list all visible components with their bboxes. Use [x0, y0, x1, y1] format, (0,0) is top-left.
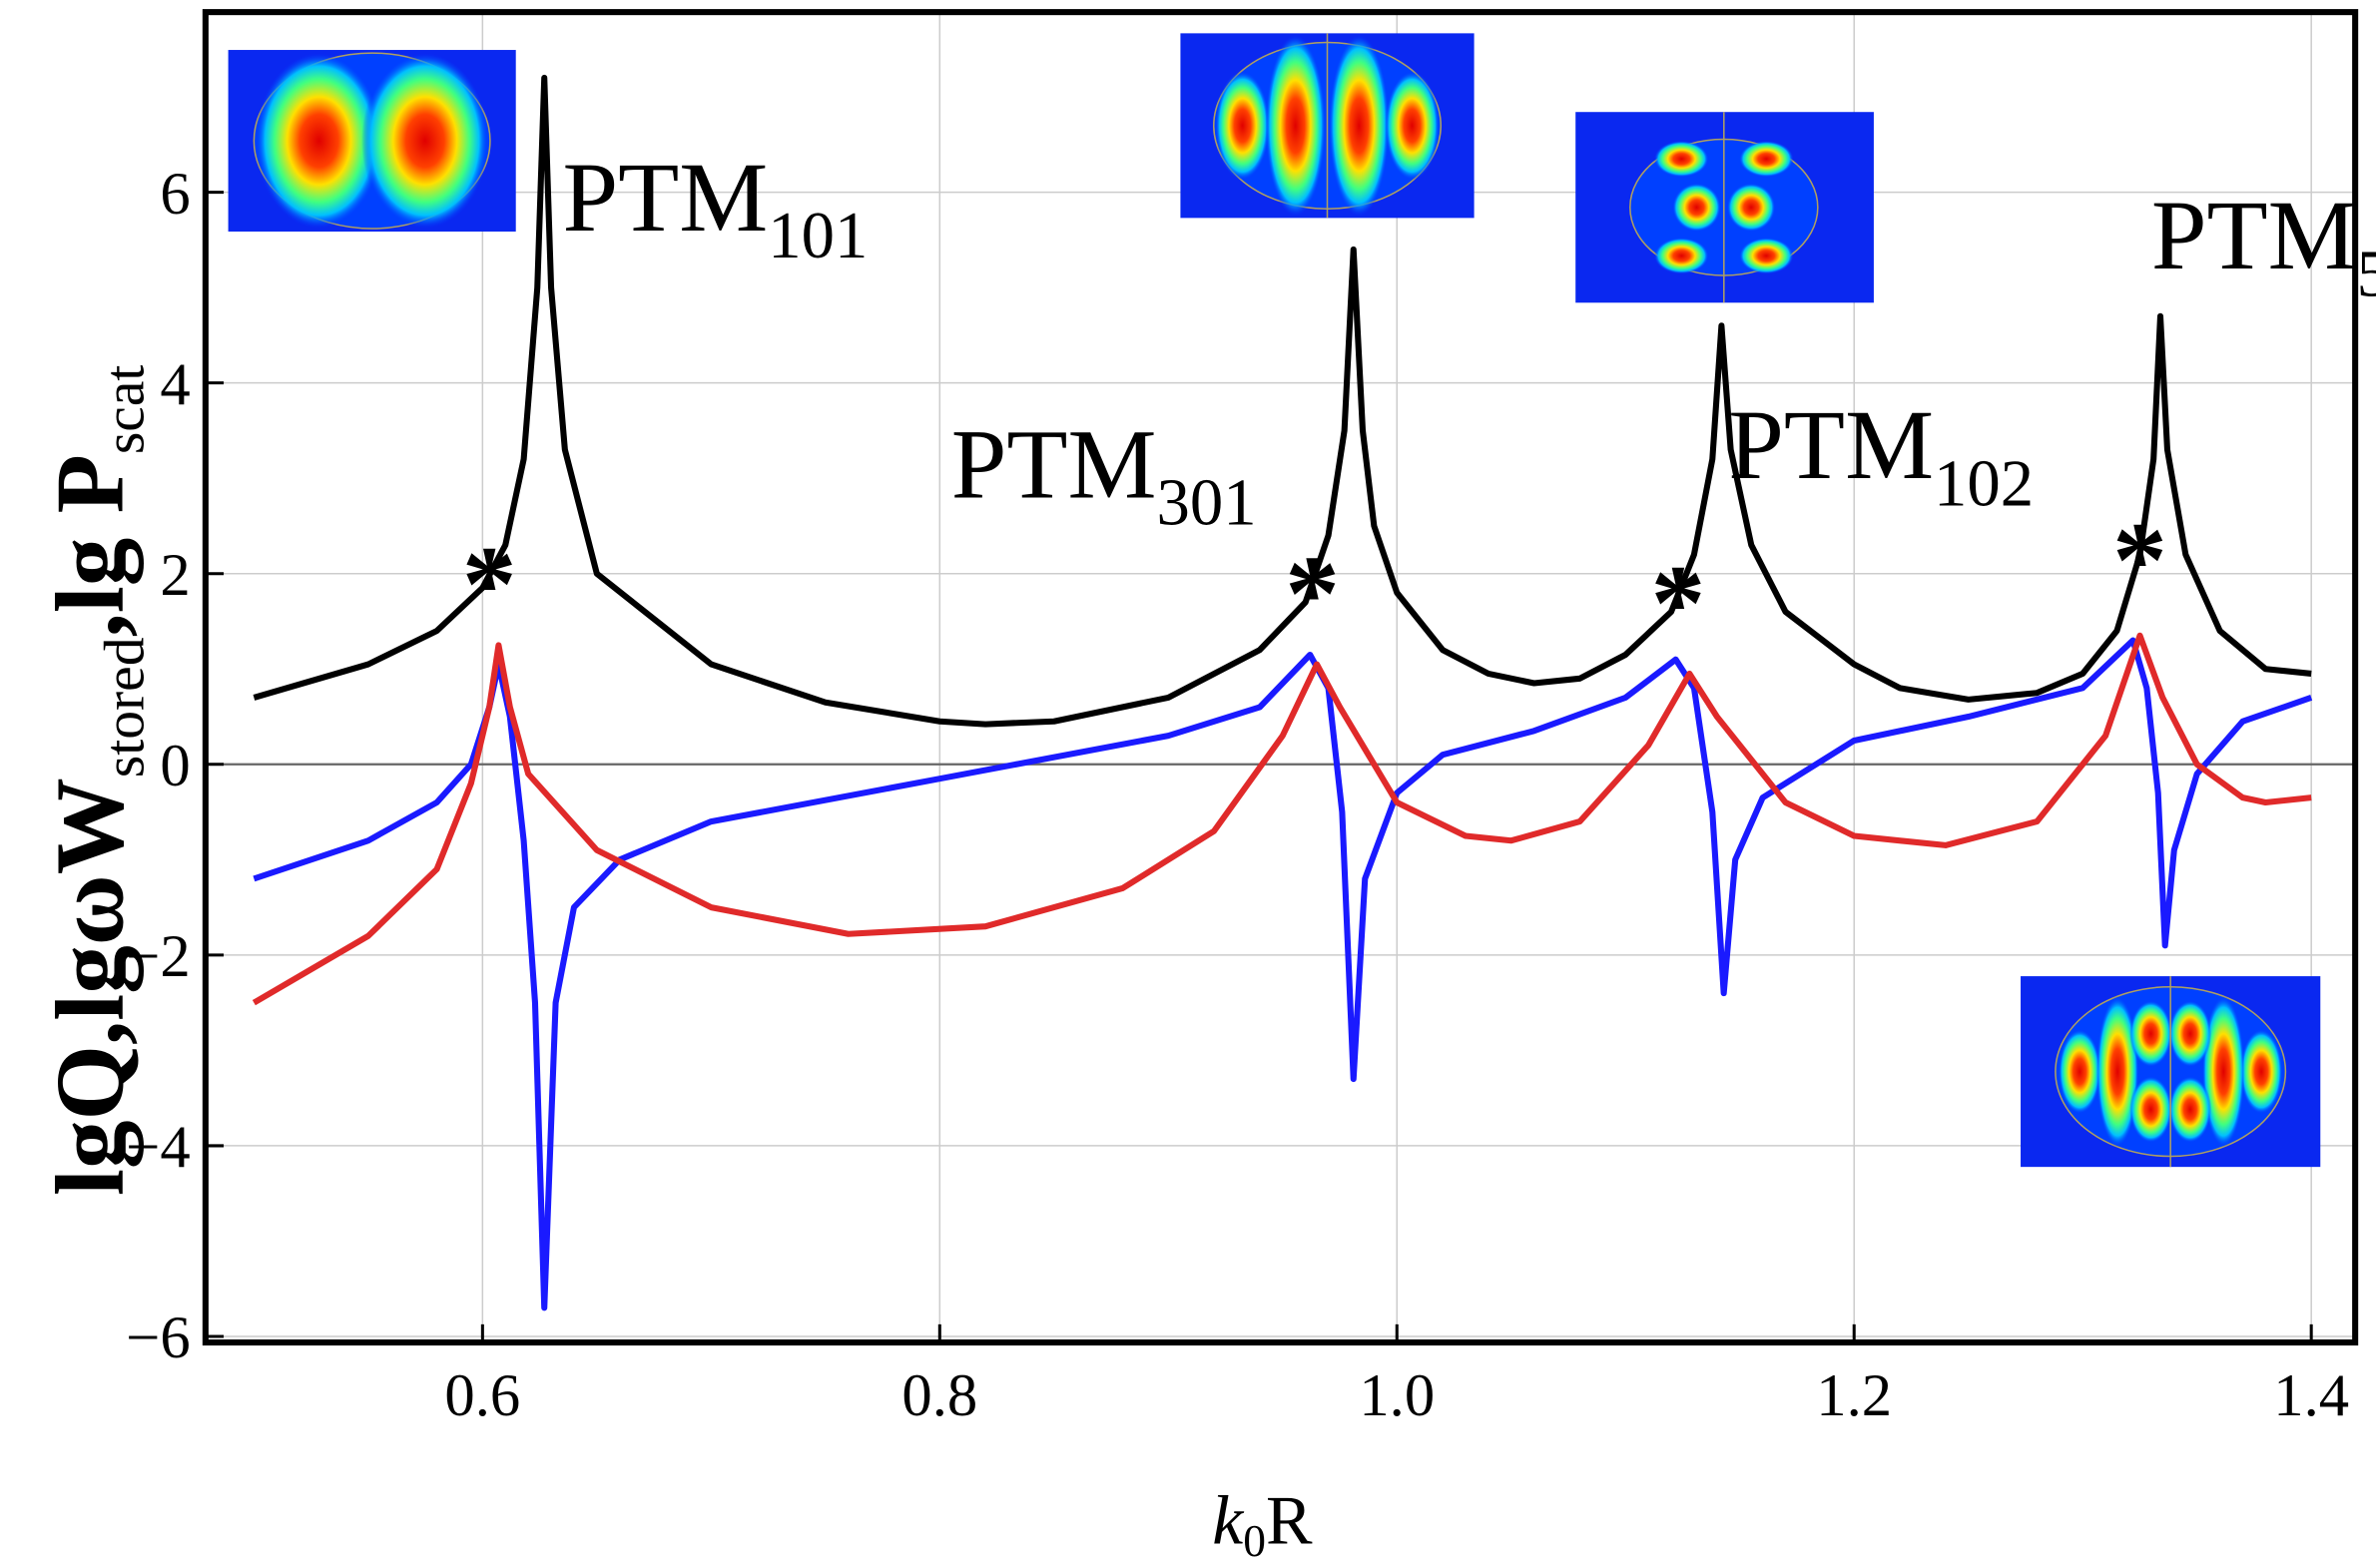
series-group: [252, 74, 2313, 1311]
ticks: 0.6 0.8 1.0 1.2 1.4 −6 −4 −2 0 2 4 6: [126, 161, 2349, 1429]
x-tick-label: 0.8: [901, 1362, 977, 1429]
y-tick-label: 6: [160, 161, 190, 228]
inset-ptm102-field: [1575, 112, 1874, 303]
y-tick-label: −4: [126, 1114, 191, 1181]
y-tick-label: 0: [160, 733, 190, 799]
x-axis-label: k0R: [1212, 1483, 1313, 1566]
y-tick-label: −2: [126, 923, 191, 990]
marker-group: * * * *: [462, 500, 2167, 664]
x-tick-label: 1.2: [1816, 1362, 1892, 1429]
y-tick-label: 2: [160, 542, 190, 609]
mode-label: PTM501: [2151, 180, 2376, 310]
x-tick-label: 1.4: [2273, 1362, 2349, 1429]
y-tick-label: 4: [160, 351, 190, 418]
mode-label: PTM101: [562, 142, 868, 272]
star-marker: *: [1285, 534, 1340, 655]
inset-ptm501-field: [2021, 976, 2321, 1168]
star-marker: *: [2112, 500, 2167, 621]
x-tick-label: 1.0: [1359, 1362, 1435, 1429]
mode-insets: [228, 33, 2321, 1168]
annotation-group: PTM101 PTM301 PTM102 PTM501: [562, 142, 2376, 540]
star-marker: *: [462, 524, 517, 645]
plot-frame: [202, 9, 2359, 1346]
x-tick-label: 0.6: [444, 1362, 520, 1429]
mode-label: PTM301: [951, 408, 1257, 539]
series-line-q: [252, 632, 2312, 1006]
series-line-wstored: [253, 637, 2313, 1311]
series-line-pscat: [253, 74, 2312, 728]
mode-label: PTM102: [1728, 389, 2034, 520]
y-tick-label: −6: [126, 1305, 191, 1371]
grid: [205, 12, 2356, 1343]
star-marker: *: [1651, 543, 1706, 664]
inset-ptm301-field: [1180, 33, 1475, 219]
y-axis-label: lgQ,lgωWstored,lg Pscat: [36, 365, 156, 1196]
inset-ptm101-field: [228, 50, 516, 233]
